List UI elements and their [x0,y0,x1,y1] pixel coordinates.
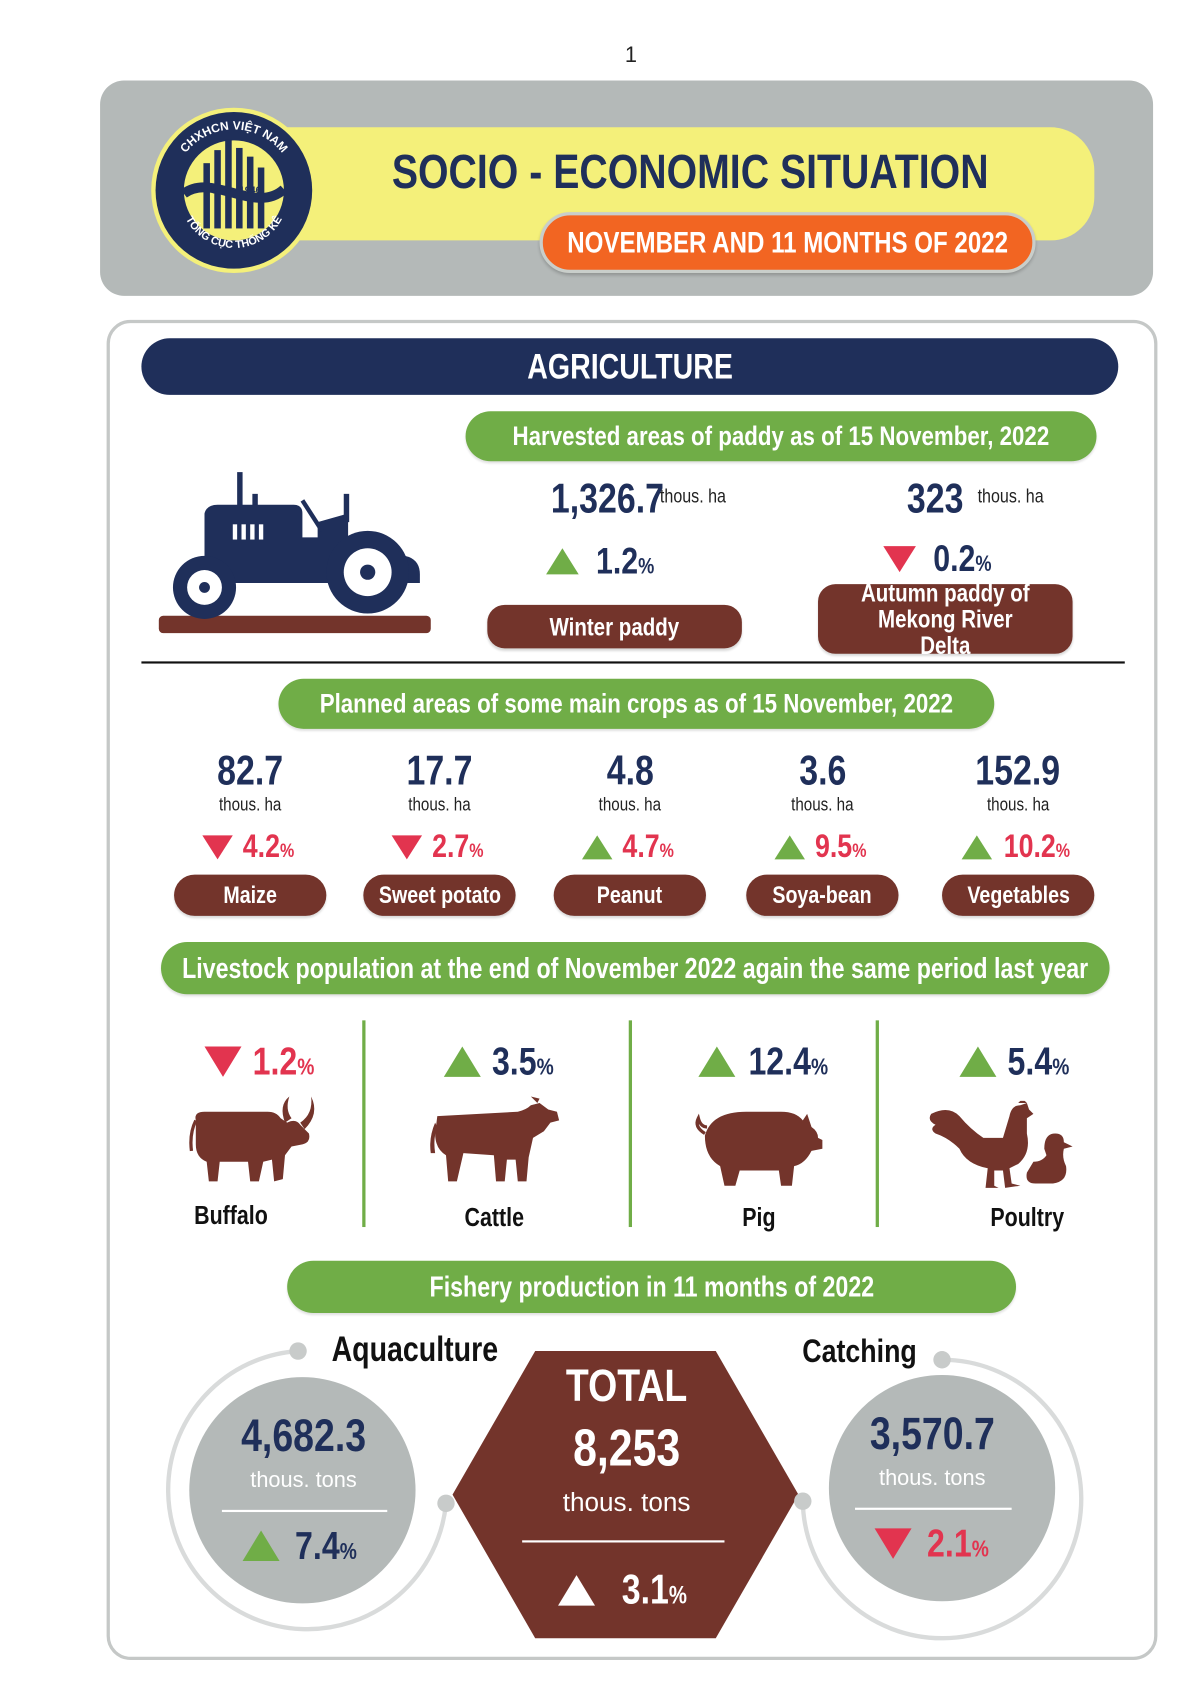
up-arrow-icon [774,835,806,860]
fishery-heading: Fishery production in 11 months of 2022 [287,1260,1017,1313]
catching-ring [794,1351,1084,1641]
crop-unit: thous. ha [791,794,854,815]
crop-value: 82.7 [217,748,284,795]
aquaculture-ring [166,1342,455,1632]
section-title-bar: AGRICULTURE [141,338,1119,395]
paddy-label-autumn: Autumn paddy of Mekong River Delta [818,580,1073,658]
livestock-change: 3.5% [426,1039,578,1083]
total-value: 8,253 [572,1419,681,1478]
down-arrow-icon [883,546,917,573]
cattle-icon [430,1096,560,1182]
up-arrow-icon [961,835,992,860]
livestock-divider [362,1020,366,1228]
paddy-unit-winter: thous. ha [659,485,726,507]
crop-value: 3.6 [798,748,846,795]
catching-divider [855,1507,1012,1510]
crop-label: Vegetables [942,874,1095,916]
subtitle-badge: NOVEMBER AND 11 MONTHS OF 2022 [539,212,1036,274]
aquaculture-unit: thous. tons [250,1468,357,1493]
crop-label: Maize [174,874,327,916]
crop-label: Soya-bean [746,874,899,916]
catching-value: 3,570.7 [869,1407,995,1459]
up-arrow-icon [546,548,580,575]
livestock-heading: Livestock population at the end of Novem… [160,942,1110,995]
catching-unit: thous. tons [879,1466,986,1491]
up-arrow-icon [698,1046,736,1077]
gso-logo: CHXHCN VIỆT NAM 6 - 5 - 1946 TỔNG CỤC TH… [151,107,317,274]
crop-unit: thous. ha [598,794,662,815]
pig-icon [695,1111,823,1186]
poultry-icon [929,1100,1073,1188]
crop-change: 10.2% [938,829,1101,866]
crop-change: 4.2% [170,829,333,866]
crop-unit: thous. ha [986,794,1050,815]
aquaculture-title: Aquaculture [331,1329,499,1369]
up-arrow-icon [582,835,613,860]
down-arrow-icon [204,1046,242,1077]
down-arrow-icon [391,835,423,860]
crop-unit: thous. ha [218,794,282,815]
livestock-label: Buffalo [193,1200,268,1231]
buffalo-icon [189,1096,315,1182]
main-panel [106,319,1158,1660]
up-arrow-icon [444,1046,482,1077]
section-title: AGRICULTURE [527,346,733,386]
section-divider [141,661,1125,664]
crop-value: 17.7 [406,748,473,795]
total-change: 3.1% [540,1566,714,1614]
crop-value: 4.8 [606,748,654,795]
down-arrow-icon [874,1528,912,1559]
crop-change: 9.5% [742,829,905,866]
crop-label: Peanut [553,874,706,916]
total-unit: thous. tons [562,1488,691,1518]
total-divider [522,1540,725,1543]
aquaculture-divider [221,1509,388,1513]
paddy-change-winter: 1.2% [533,540,674,581]
tractor-icon [158,472,431,634]
aquaculture-value: 4,682.3 [240,1409,366,1461]
livestock-change: 5.4% [942,1039,1094,1083]
crop-unit: thous. ha [408,794,471,815]
livestock-label: Poultry [990,1203,1064,1233]
up-arrow-icon [558,1575,596,1606]
crop-change: 4.7% [549,829,712,866]
catching-change: 2.1% [848,1521,1022,1567]
crop-change: 2.7% [359,829,522,866]
paddy-heading: Harvested areas of paddy as of 15 Novemb… [465,411,1097,462]
up-arrow-icon [242,1530,280,1561]
page-title: SOCIO - ECONOMIC SITUATION [391,145,989,200]
paddy-value-winter: 1,326.7 [550,476,664,523]
catching-title: Catching [802,1333,917,1370]
total-title: TOTAL [565,1359,688,1411]
livestock-label: Cattle [464,1203,524,1233]
logo-date: 6 - 5 - 1946 [211,186,262,197]
livestock-divider [875,1020,879,1228]
livestock-label: Pig [742,1203,776,1233]
aquaculture-change: 7.4% [222,1523,385,1569]
up-arrow-icon [959,1046,997,1077]
paddy-change-autumn: 0.2% [870,538,1011,579]
crop-label: Sweet potato [363,874,516,916]
livestock-change: 12.4% [692,1039,844,1083]
crops-heading: Planned areas of some main crops as of 1… [278,678,995,729]
livestock-divider [628,1020,633,1228]
paddy-value-autumn: 323 [907,476,964,523]
paddy-unit-autumn: thous. ha [977,485,1044,507]
livestock-change: 1.2% [187,1039,339,1083]
paddy-label-winter: Winter paddy [487,604,742,649]
crop-value: 152.9 [975,748,1061,795]
total-hexagon [452,1351,799,1639]
page-number: 1 [624,43,637,68]
down-arrow-icon [202,835,233,860]
